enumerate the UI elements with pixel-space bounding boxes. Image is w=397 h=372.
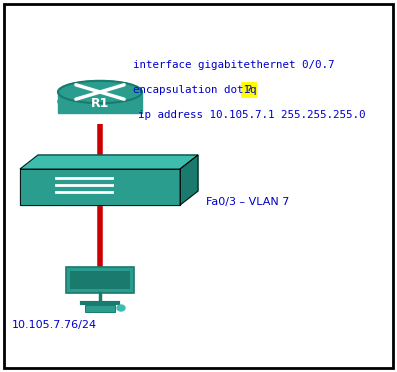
Text: R1: R1 [91,97,109,110]
Polygon shape [20,169,180,205]
Text: Fa0/3 – VLAN 7: Fa0/3 – VLAN 7 [206,197,289,207]
Bar [58,92,142,113]
Text: encapsulation dot1q: encapsulation dot1q [133,85,263,95]
Bar [66,267,134,293]
Bar [70,271,130,289]
Polygon shape [20,155,198,169]
Ellipse shape [58,81,142,103]
Ellipse shape [117,305,125,311]
Bar [85,305,115,312]
Ellipse shape [58,90,142,113]
Bar [241,82,257,98]
Text: 10.105.7.76/24: 10.105.7.76/24 [12,320,97,330]
Text: ip address 10.105.7.1 255.255.255.0: ip address 10.105.7.1 255.255.255.0 [139,110,366,120]
Text: interface gigabitethernet 0/0.7: interface gigabitethernet 0/0.7 [133,60,335,70]
Polygon shape [180,155,198,205]
Text: ?: ? [246,85,252,95]
